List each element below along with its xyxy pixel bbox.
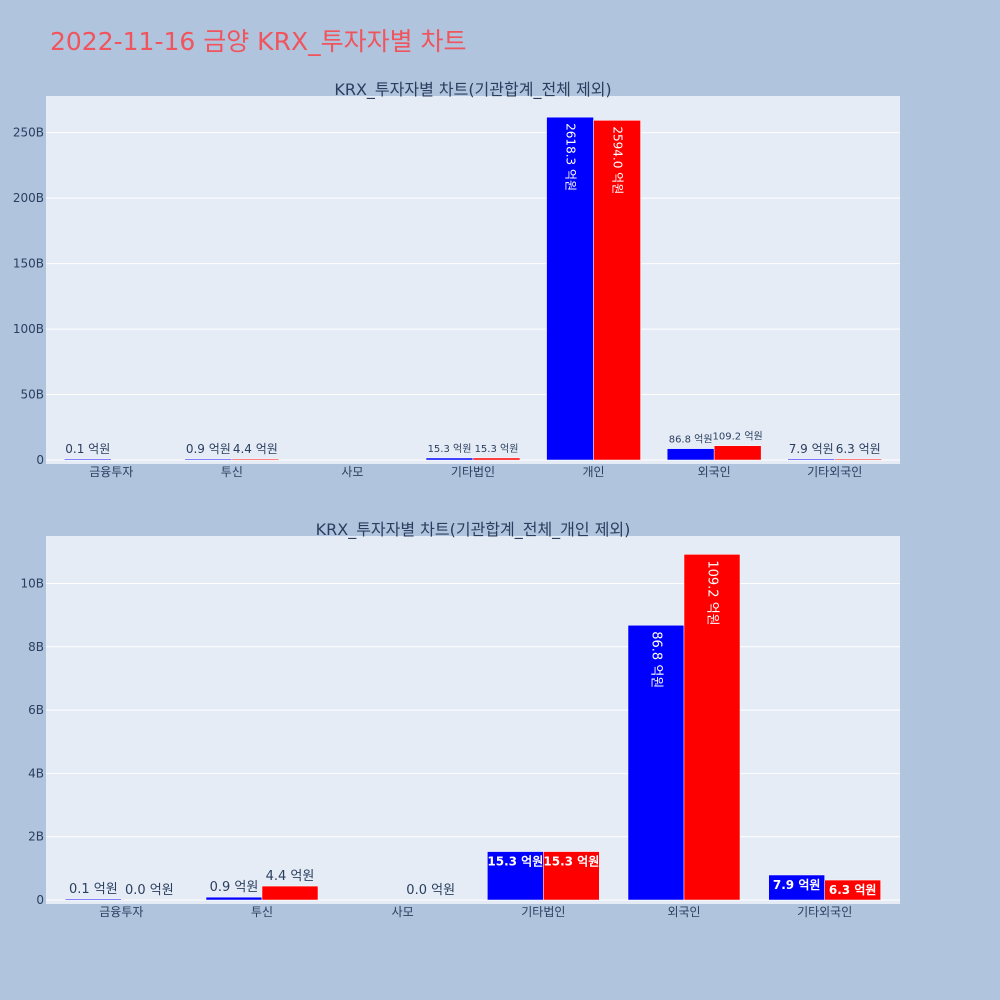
y-tick-label: 0 <box>36 453 44 467</box>
x-tick-label: 투신 <box>251 905 273 919</box>
data-label: 0.9 억원 <box>210 880 259 895</box>
bar <box>487 851 544 901</box>
bar <box>261 885 319 901</box>
bar <box>205 896 263 901</box>
bar <box>425 457 474 461</box>
bar <box>824 879 881 901</box>
y-tick-label: 200B <box>13 191 44 205</box>
chart-1: 0 50B 100B 150B 200B 250B KRX_투자자별 차트(기관합계_전체 … <box>13 80 900 479</box>
x-tick-label: 투신 <box>221 465 243 479</box>
data-label: 2594.0 억원 <box>611 126 625 194</box>
y-tick-label: 8B <box>28 640 44 654</box>
y-tick-label: 2B <box>28 830 44 844</box>
x-tick-label: 기타법인 <box>521 905 565 919</box>
data-label: 0.9 억원 <box>186 442 231 456</box>
data-label: 15.3 억원 <box>487 855 543 869</box>
bar <box>65 898 122 901</box>
y-tick-label: 10B <box>20 576 44 590</box>
data-label: 6.3 억원 <box>836 442 881 456</box>
data-label: 6.3 억원 <box>829 883 877 897</box>
data-label: 4.4 억원 <box>233 442 278 456</box>
y-tick-label: 6B <box>28 703 44 717</box>
data-label: 86.8 억원 <box>669 434 713 446</box>
x-tick-label: 개인 <box>583 465 605 479</box>
x-tick-label: 기타법인 <box>451 465 495 479</box>
bar <box>472 457 521 461</box>
plot-background <box>46 96 900 464</box>
y-tick-label: 0 <box>36 893 44 907</box>
y-tick-label: 150B <box>13 257 44 271</box>
data-label: 2618.3 억원 <box>564 123 578 191</box>
x-tick-label: 금융투자 <box>99 905 143 919</box>
y-tick-label: 100B <box>13 322 44 336</box>
data-label: 0.1 억원 <box>65 442 110 456</box>
bar <box>768 874 825 901</box>
data-label: 109.2 억원 <box>705 560 720 625</box>
x-tick-label: 사모 <box>341 465 363 479</box>
chart-title: KRX_투자자별 차트(기관합계_전체 제외) <box>334 80 611 100</box>
data-label: 7.9 억원 <box>789 442 834 456</box>
bar <box>593 120 641 461</box>
x-tick-label: 기타외국인 <box>807 465 862 479</box>
data-label: 15.3 억원 <box>428 443 472 455</box>
x-tick-label: 외국인 <box>667 905 700 919</box>
y-tick-label: 50B <box>20 388 44 402</box>
data-label: 15.3 억원 <box>543 855 599 869</box>
bar <box>834 458 882 461</box>
chart-title: KRX_투자자별 차트(기관합계_전체_개인 제외) <box>316 520 631 540</box>
bar <box>627 625 685 901</box>
data-label: 0.0 억원 <box>406 883 455 898</box>
data-label: 15.3 억원 <box>475 443 519 455</box>
y-tick-label: 4B <box>28 766 44 780</box>
data-label: 109.2 억원 <box>713 431 763 443</box>
bar <box>666 448 715 461</box>
bar <box>543 851 600 901</box>
bar <box>713 445 762 461</box>
plot-background <box>46 536 900 904</box>
chart-2: 0 2B 4B 6B 8B 10B KRX_투자자별 차트(기관합계_전체_개인 제외) 금융… <box>20 520 900 919</box>
y-tick-label: 250B <box>13 126 44 140</box>
bar <box>231 458 280 461</box>
bar <box>64 458 112 461</box>
data-label: 86.8 억원 <box>649 631 664 688</box>
bar <box>683 554 741 901</box>
data-label: 7.9 억원 <box>773 878 821 892</box>
page-title: 2022-11-16 금양 KRX_투자자별 차트 <box>50 27 467 56</box>
x-tick-label: 사모 <box>392 905 414 919</box>
x-tick-label: 외국인 <box>698 465 731 479</box>
data-label: 4.4 억원 <box>266 869 315 884</box>
bar <box>787 458 835 461</box>
x-tick-label: 금융투자 <box>89 465 133 479</box>
bar <box>184 458 233 461</box>
x-tick-label: 기타외국인 <box>797 905 852 919</box>
data-label: 0.0 억원 <box>125 883 174 898</box>
data-label: 0.1 억원 <box>69 882 118 897</box>
